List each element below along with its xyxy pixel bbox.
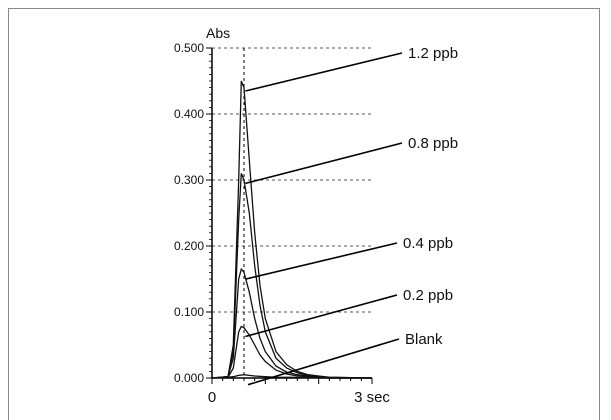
- chart-frame: [8, 8, 600, 420]
- annotation-leader: [245, 52, 403, 92]
- x-tick-label: 3 sec: [354, 389, 390, 406]
- annotation-label: 0.4 ppb: [403, 235, 453, 252]
- y-tick-label: 0.500: [174, 41, 204, 55]
- series-line-5: [211, 374, 372, 379]
- grid-lines: [212, 47, 372, 378]
- annotation-leader: [245, 242, 398, 280]
- series-line-4: [211, 325, 372, 379]
- y-tick-label: 0.100: [174, 305, 204, 319]
- annotation-leader: [247, 338, 400, 386]
- y-axis-label: Abs: [206, 25, 230, 41]
- y-tick-label: 0.200: [174, 239, 204, 253]
- annotations: 1.2 ppb 0.8 ppb 0.4 ppb 0.2 ppb Blank: [245, 45, 458, 386]
- annotation-leader: [245, 294, 398, 338]
- annotation-label: 1.2 ppb: [408, 45, 458, 62]
- annotation-label: Blank: [405, 331, 443, 348]
- y-tick-label: 0.300: [174, 173, 204, 187]
- series-line-1: [211, 80, 373, 379]
- annotation-leader: [245, 142, 403, 185]
- series-lines: [211, 80, 373, 379]
- x-tick-label: 0: [208, 389, 216, 406]
- annotation-label: 0.8 ppb: [408, 135, 458, 152]
- y-tick-label: 0.000: [174, 371, 204, 385]
- y-tick-label: 0.400: [174, 107, 204, 121]
- axes: 0.000 0.100 0.200 0.300 0.400 0.500 0 3 sec: [174, 41, 390, 406]
- annotation-label: 0.2 ppb: [403, 287, 453, 304]
